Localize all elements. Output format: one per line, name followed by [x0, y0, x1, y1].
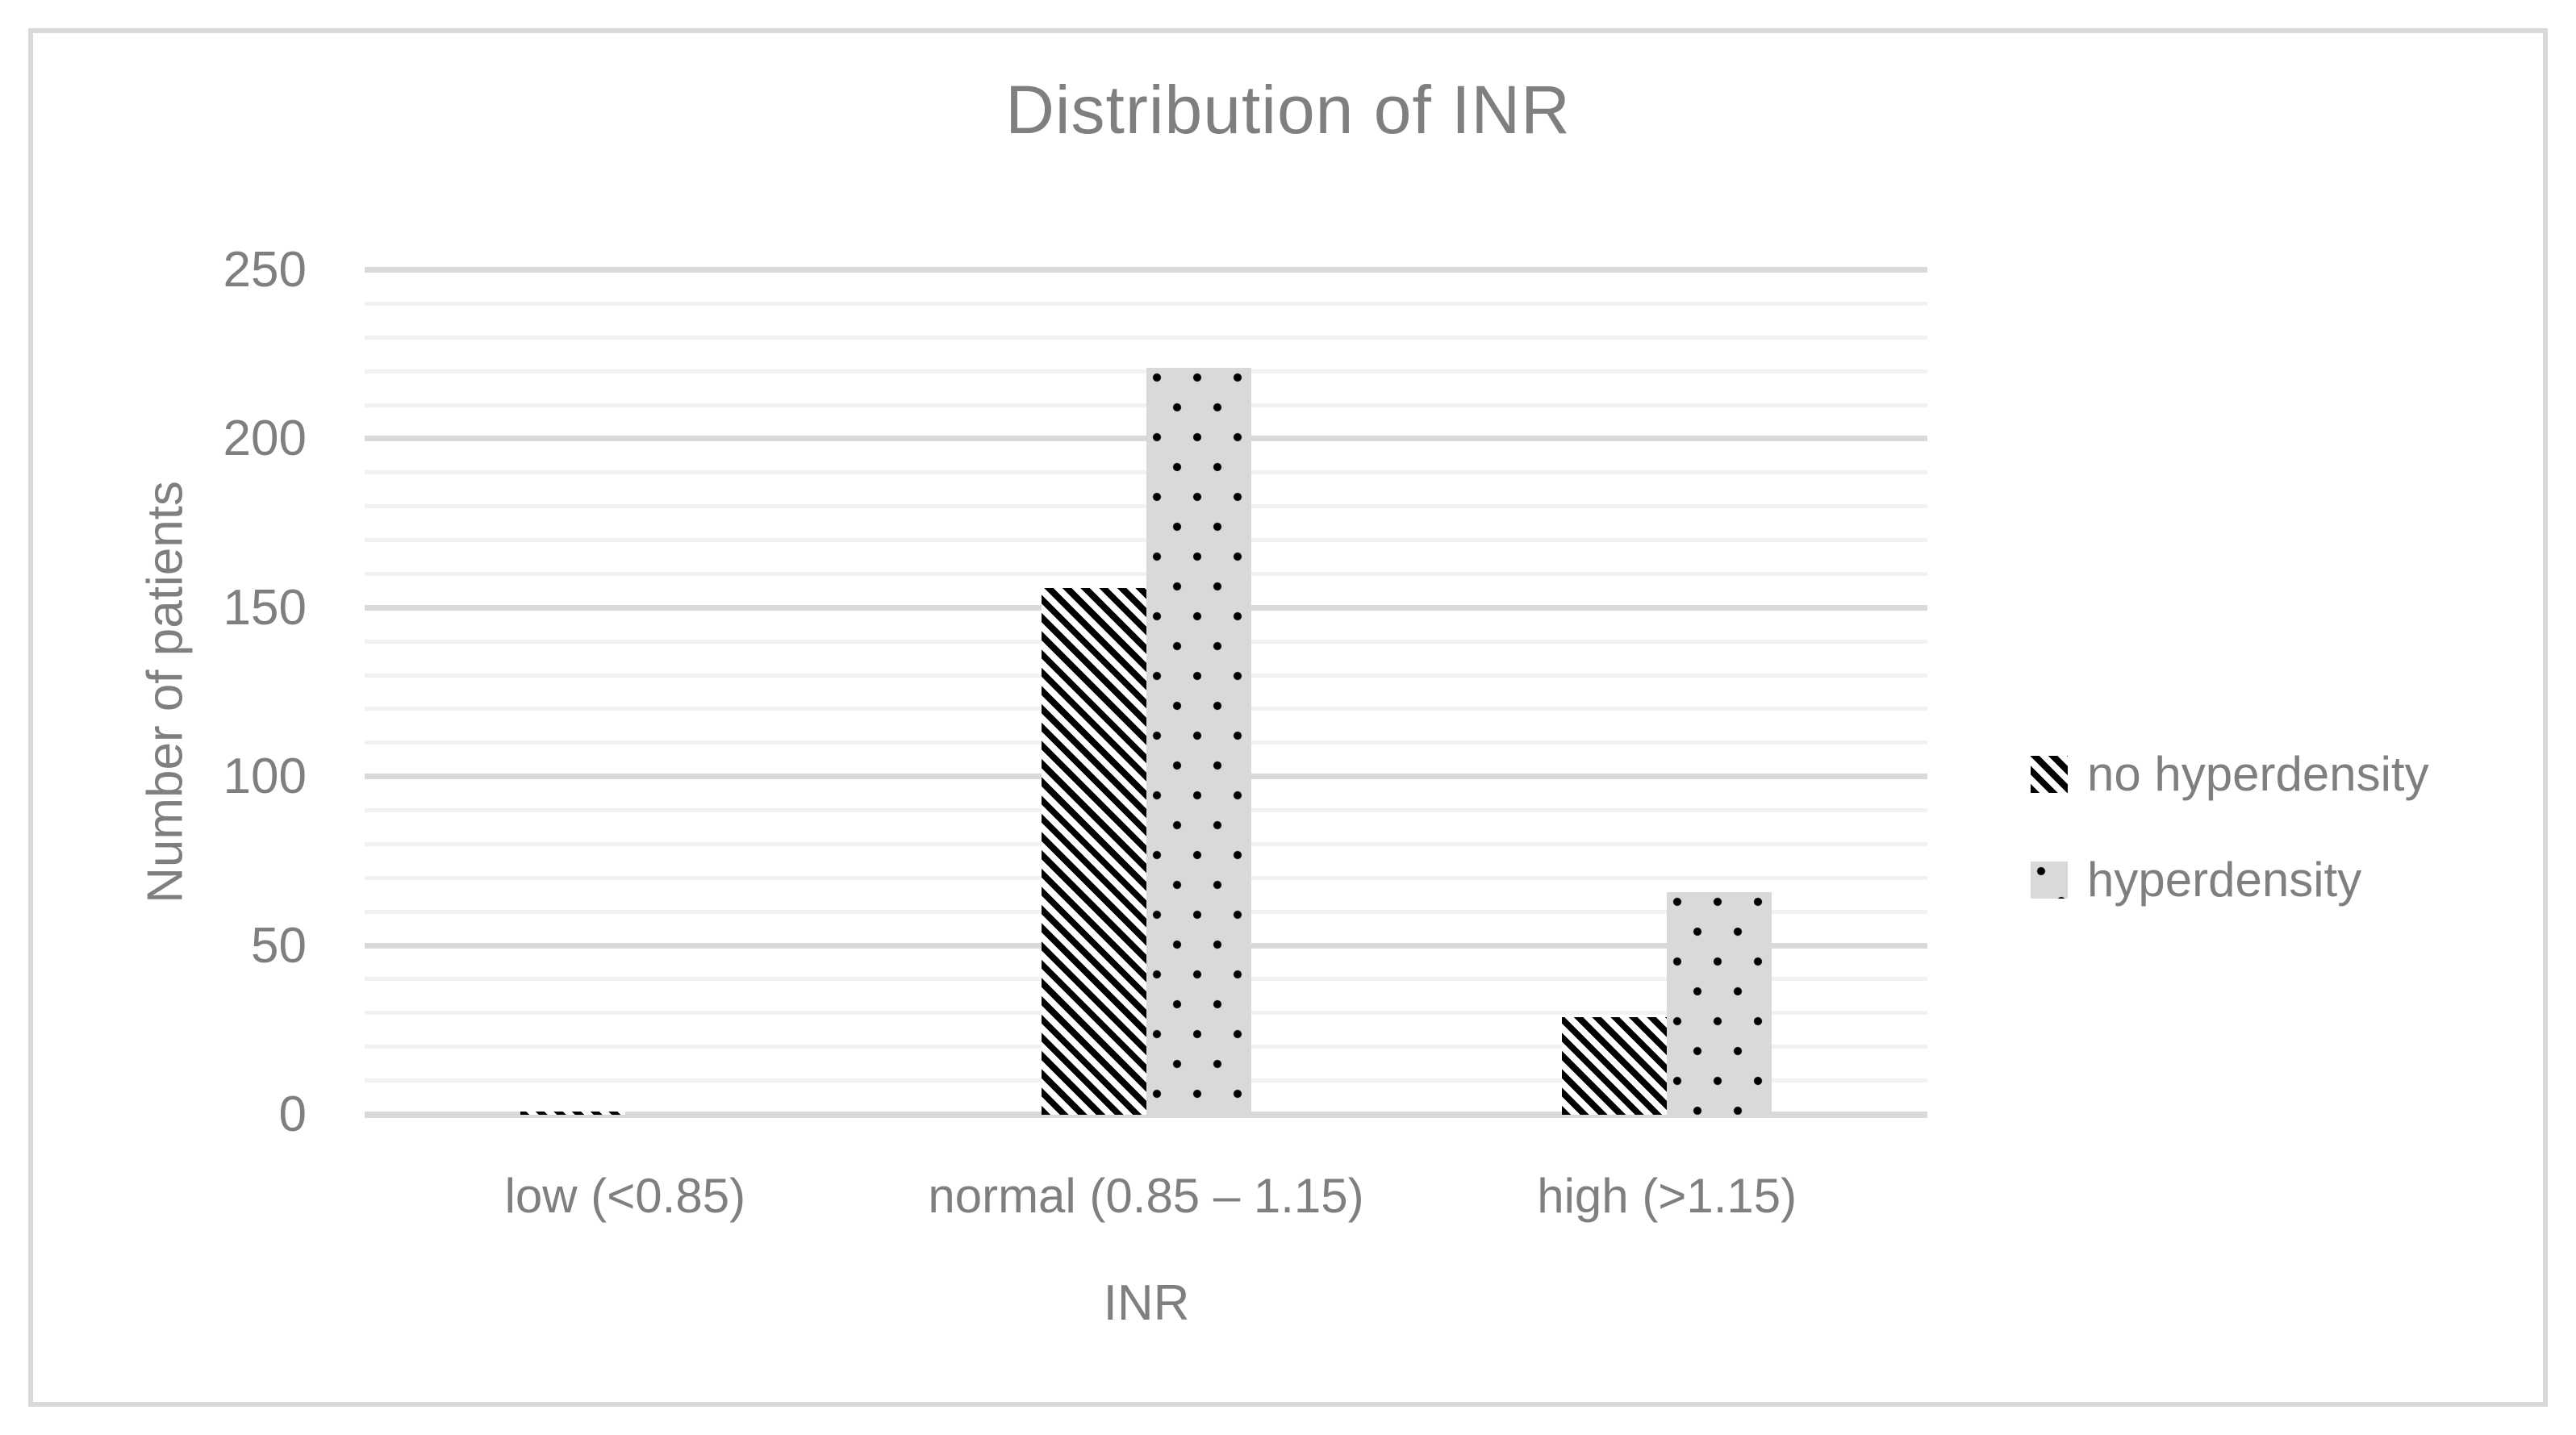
- gridline-major-250: [365, 267, 1927, 273]
- y-tick-label-150: 150: [223, 579, 307, 636]
- bar-hyperdensity-normal: [1146, 368, 1251, 1115]
- gridline-minor-240: [365, 301, 1927, 306]
- x-category-label-normal: normal (0.85 – 1.15): [928, 1169, 1364, 1223]
- y-axis-ticks: 0 50 100 150 200 250: [0, 245, 307, 1140]
- legend-label-hyperdensity: hyperdensity: [2087, 853, 2362, 907]
- y-tick-label-250: 250: [223, 242, 307, 298]
- legend-swatch-dots-icon: [2031, 861, 2068, 899]
- y-tick-label-50: 50: [251, 917, 307, 974]
- plot-area: [365, 267, 1927, 1118]
- legend-label-no-hyperdensity: no hyperdensity: [2087, 747, 2429, 801]
- chart-border-frame: [28, 28, 2548, 1407]
- chart-title: Distribution of INR: [1005, 72, 1571, 148]
- x-category-label-low: low (<0.85): [504, 1169, 746, 1223]
- x-axis-line: [365, 1112, 1927, 1118]
- y-tick-label-0: 0: [278, 1087, 307, 1142]
- x-axis-title: INR: [1103, 1275, 1190, 1331]
- x-axis-labels: low (<0.85) normal (0.85 – 1.15) high (>1.…: [0, 1168, 2576, 1241]
- y-tick-label-100: 100: [223, 749, 307, 805]
- bar-hyperdensity-high: [1667, 891, 1772, 1115]
- bar-no-hyperdensity-normal: [1041, 587, 1146, 1115]
- x-category-label-high: high (>1.15): [1537, 1169, 1797, 1223]
- legend: no hyperdensity hyperdensity: [2031, 746, 2429, 957]
- legend-item-no-hyperdensity: no hyperdensity: [2031, 746, 2429, 802]
- bar-no-hyperdensity-low: [520, 1111, 625, 1115]
- bar-no-hyperdensity-high: [1562, 1016, 1668, 1115]
- gridline-minor-230: [365, 335, 1927, 340]
- y-tick-label-200: 200: [223, 411, 307, 467]
- legend-item-hyperdensity: hyperdensity: [2031, 852, 2429, 907]
- legend-swatch-stripes-icon: [2031, 755, 2068, 793]
